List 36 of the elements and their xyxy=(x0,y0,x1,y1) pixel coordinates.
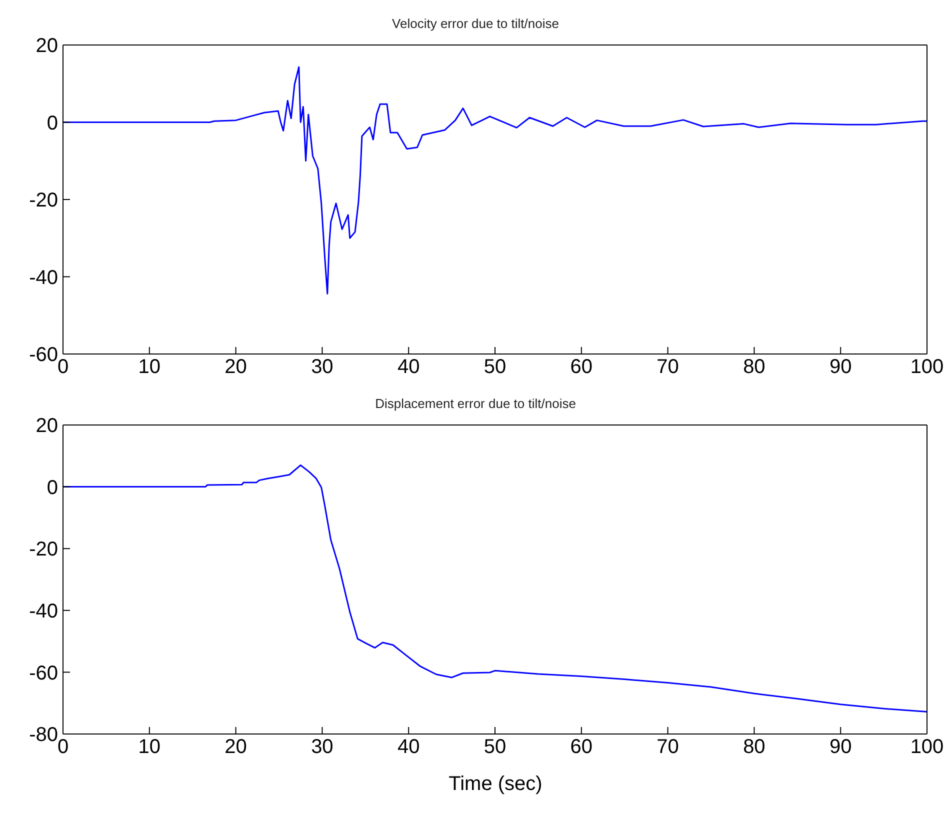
x-tick-label: 100 xyxy=(910,736,944,758)
x-tick-label: 80 xyxy=(743,736,766,758)
x-tick-label: 60 xyxy=(570,736,593,758)
x-tick-label: 10 xyxy=(138,356,161,378)
y-tick-label: -40 xyxy=(29,266,58,289)
x-tick-label: 70 xyxy=(656,356,679,378)
x-tick-label: 30 xyxy=(311,736,334,758)
y-tick-label: -80 xyxy=(29,724,58,746)
y-tick-label: -20 xyxy=(29,538,58,561)
x-tick-label: 20 xyxy=(224,356,247,378)
x-tick-label: 50 xyxy=(484,356,506,378)
chart-title: Displacement error due to tilt/noise xyxy=(374,396,577,411)
x-tick-label: 80 xyxy=(743,356,766,378)
y-tick-label: -60 xyxy=(29,344,58,366)
y-tick-label: -60 xyxy=(29,662,58,684)
x-tick-label: 90 xyxy=(829,736,852,758)
y-tick-label: 20 xyxy=(36,415,58,438)
y-tick-label: -40 xyxy=(29,600,58,622)
x-axis-title: Time (sec) xyxy=(448,773,544,796)
x-tick-label: 20 xyxy=(224,736,247,758)
x-tick-label: 50 xyxy=(484,736,506,758)
y-tick-label: 20 xyxy=(36,35,58,58)
line-series xyxy=(63,464,927,712)
x-tick-label: 100 xyxy=(910,356,944,378)
x-tick-label: 60 xyxy=(570,356,593,378)
y-tick-label: 0 xyxy=(46,112,58,134)
y-tick-label: -20 xyxy=(29,190,58,212)
x-tick-label: 10 xyxy=(138,736,161,758)
chart-title: Velocity error due to tilt/noise xyxy=(391,16,560,31)
y-tick-label: 0 xyxy=(46,476,58,499)
x-tick-label: 70 xyxy=(656,736,679,758)
line-series xyxy=(63,66,927,294)
x-tick-label: 90 xyxy=(829,356,852,378)
x-tick-label: 40 xyxy=(397,356,420,378)
x-tick-label: 30 xyxy=(311,356,334,378)
x-tick-label: 40 xyxy=(397,736,420,758)
